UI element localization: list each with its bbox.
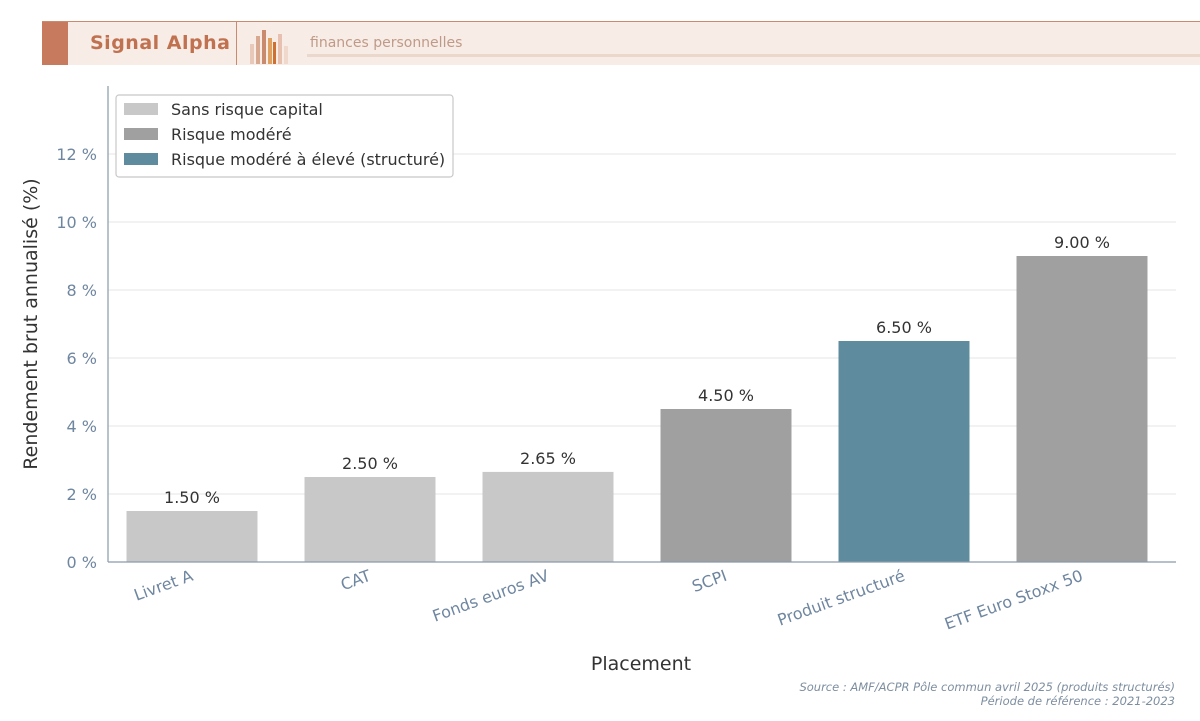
x-tick-label: ETF Euro Stoxx 50	[942, 566, 1085, 634]
x-tick-label: CAT	[338, 566, 374, 594]
legend-entry: Sans risque capital	[171, 100, 323, 119]
y-tick-label: 8 %	[67, 281, 97, 300]
bar	[838, 341, 970, 562]
x-tick-label: SCPI	[689, 566, 729, 596]
y-tick-label: 12 %	[56, 145, 97, 164]
data-label: 4.50 %	[698, 386, 754, 405]
legend-box	[115, 94, 454, 178]
header-divider	[236, 22, 237, 65]
y-tick-label: 10 %	[56, 213, 97, 232]
bar	[304, 477, 436, 562]
header-rule	[307, 54, 1200, 57]
x-tick-label: Livret A	[131, 566, 195, 605]
bar	[482, 471, 614, 562]
source-note: Source : AMF/ACPR Pôle commun avril 2025…	[799, 680, 1175, 708]
bar	[660, 409, 792, 562]
y-tick-labels: 0 % 2 % 4 % 6 % 8 % 10 % 12 %	[56, 145, 97, 572]
header-tagline: finances personnelles	[310, 35, 463, 51]
bar	[1016, 256, 1148, 562]
header-banner: Signal Alpha finances personnelles	[42, 21, 1200, 65]
data-label: 9.00 %	[1054, 233, 1110, 252]
legend-entry: Risque modéré	[171, 125, 292, 144]
legend: Sans risque capital Risque modéré Risque m…	[115, 94, 454, 178]
y-tick-label: 0 %	[67, 553, 97, 572]
legend-entry: Risque modéré à élevé (structuré)	[171, 150, 445, 169]
data-label: 6.50 %	[876, 318, 932, 337]
bar-chart-logo-icon	[250, 30, 288, 64]
x-tick-label: Fonds euros AV	[430, 566, 552, 626]
data-label: 2.50 %	[342, 454, 398, 473]
y-tick-label: 4 %	[67, 417, 97, 436]
brand-name: Signal Alpha	[90, 32, 231, 54]
x-axis-label: Placement	[591, 653, 691, 675]
legend-swatch	[124, 153, 158, 165]
y-tick-label: 6 %	[67, 349, 97, 368]
x-tick-label: Produit structuré	[775, 566, 908, 630]
data-label: 2.65 %	[520, 449, 576, 468]
x-tick-labels: Livret A CAT Fonds euros AV SCPI Produit str…	[131, 566, 1085, 634]
gridlines	[108, 153, 1176, 495]
y-axis-label: Rendement brut annualisé (%)	[20, 178, 42, 469]
data-labels: 1.50 % 2.50 % 2.65 % 4.50 % 6.50 % 9.00 %	[164, 233, 1110, 507]
legend-swatch	[124, 128, 158, 140]
reference-period: Période de référence : 2021-2023	[980, 694, 1175, 708]
data-label: 1.50 %	[164, 488, 220, 507]
source-line: Source : AMF/ACPR Pôle commun avril 2025…	[799, 680, 1175, 694]
y-tick-label: 2 %	[67, 485, 97, 504]
bar	[126, 511, 258, 562]
bars	[126, 256, 1148, 562]
brand-swatch	[42, 22, 68, 65]
legend-swatch	[124, 103, 158, 115]
